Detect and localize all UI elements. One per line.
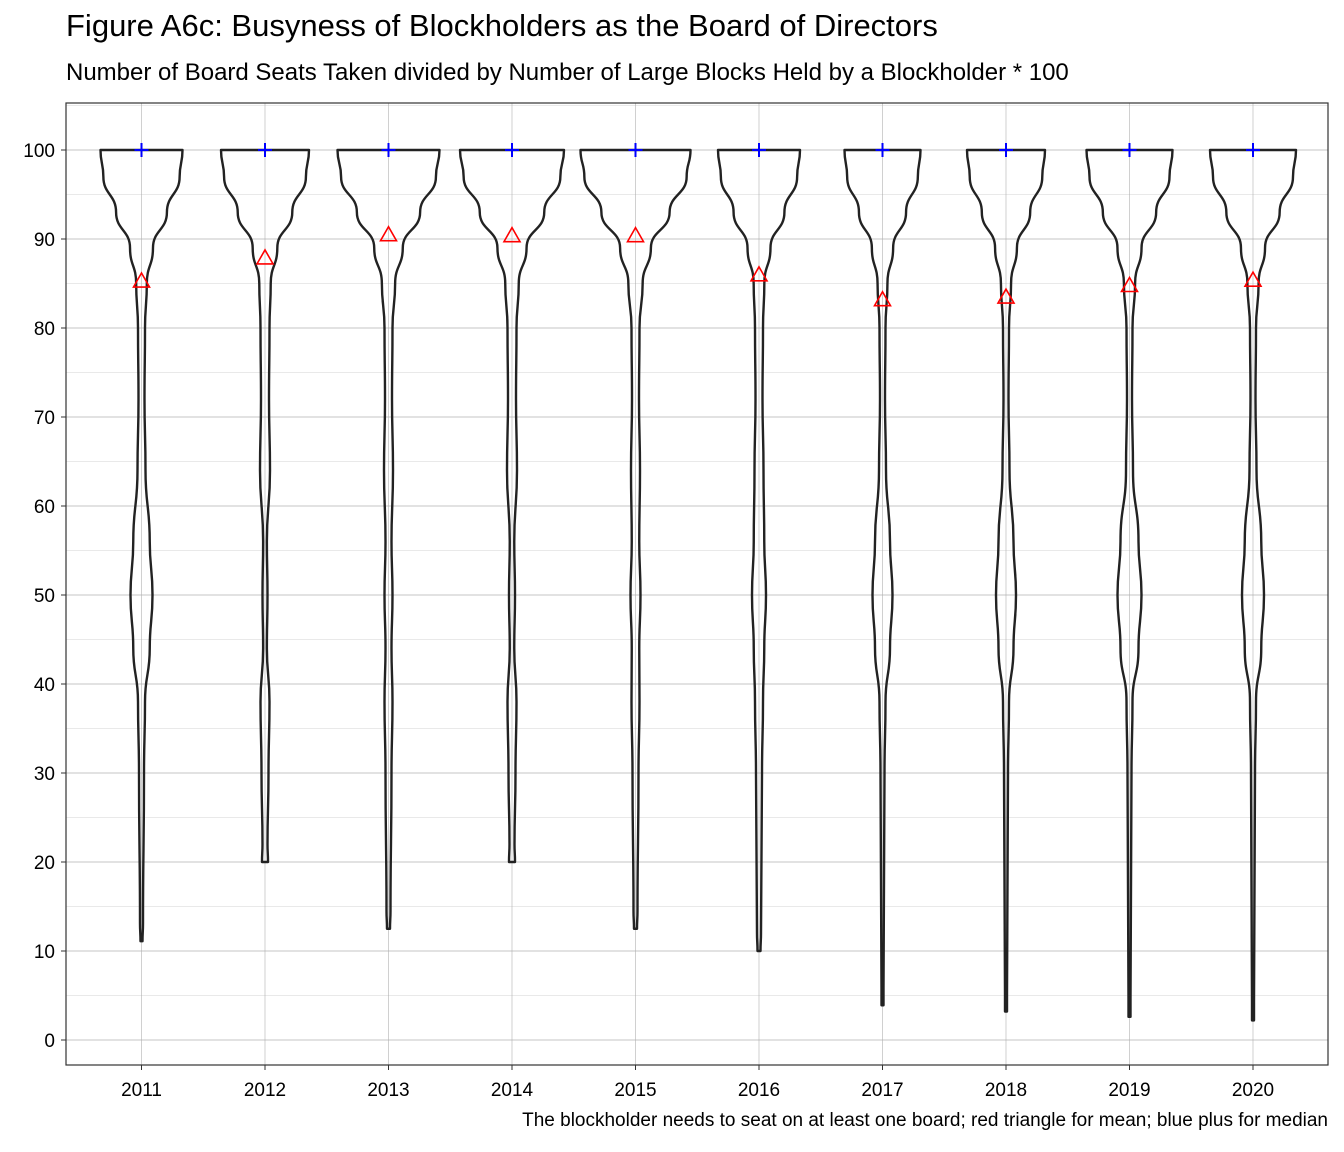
median-marker-2018 [999,143,1013,157]
mean-marker-2014 [502,226,522,243]
y-tick-label: 50 [34,586,55,607]
plot-panel-border [65,102,1329,1066]
mean-marker-2015 [626,226,645,243]
median-marker-2020 [1246,143,1260,157]
y-tick-label: 60 [34,497,55,518]
y-tick-label: 70 [34,408,55,429]
mean-marker-2016 [749,265,769,282]
violin-2019 [1085,148,1174,1019]
chart-caption: The blockholder needs to seat on at leas… [522,1110,1328,1131]
y-tick-label: 80 [34,319,55,340]
y-tick-label: 40 [34,675,55,696]
grid-lines [66,103,1328,1065]
mean-marker-2013 [379,225,398,242]
y-tick-label: 0 [44,1031,55,1052]
median-marker-2019 [1122,143,1137,157]
chart-title: Figure A6c: Busyness of Blockholders as … [66,8,938,43]
mean-marker-2011 [132,271,151,288]
x-tick-label: 2013 [367,1080,409,1101]
mean-marker-2012 [255,248,275,265]
x-tick-label: 2011 [121,1080,162,1101]
median-marker-2013 [381,143,396,157]
violin-2013 [336,148,441,930]
mean-marker-2017 [873,290,892,307]
markers [132,143,1263,307]
y-tick-label: 10 [34,942,55,963]
violin-2017 [843,148,922,1007]
median-marker-2011 [134,143,149,157]
median-marker-2017 [875,143,890,157]
y-tick-label: 30 [34,764,55,785]
x-tick-label: 2019 [1108,1080,1150,1101]
violin-2015 [579,148,692,930]
y-tick-label: 20 [34,853,55,874]
violin-2014 [458,148,566,864]
violin-2018 [965,148,1047,1013]
x-tick-label: 2017 [861,1080,903,1101]
mean-marker-2018 [996,287,1016,304]
y-tick-label: 100 [23,141,55,162]
x-tick-label: 2014 [491,1080,534,1101]
axes: 0 10 20 30 40 50 60 70 80 90 100 2011 2012 2013 2014 20… [23,141,1274,1101]
mean-marker-2019 [1120,275,1139,293]
violin-2016 [716,148,802,953]
median-marker-2015 [628,143,643,157]
chart-subtitle: Number of Board Seats Taken divided by N… [66,59,1069,86]
violin-2012 [219,148,311,864]
y-tick-label: 90 [34,230,55,251]
median-marker-2014 [505,143,519,157]
x-tick-label: 2016 [738,1080,780,1101]
violin-2011 [99,148,184,943]
violins [99,148,1298,1022]
x-tick-label: 2018 [985,1080,1027,1101]
violin-2020 [1208,148,1298,1022]
x-tick-label: 2012 [244,1080,286,1101]
median-marker-2016 [752,143,766,157]
median-marker-2012 [258,143,272,157]
mean-marker-2020 [1243,270,1263,287]
x-tick-label: 2020 [1232,1080,1274,1101]
x-tick-label: 2015 [614,1080,656,1101]
